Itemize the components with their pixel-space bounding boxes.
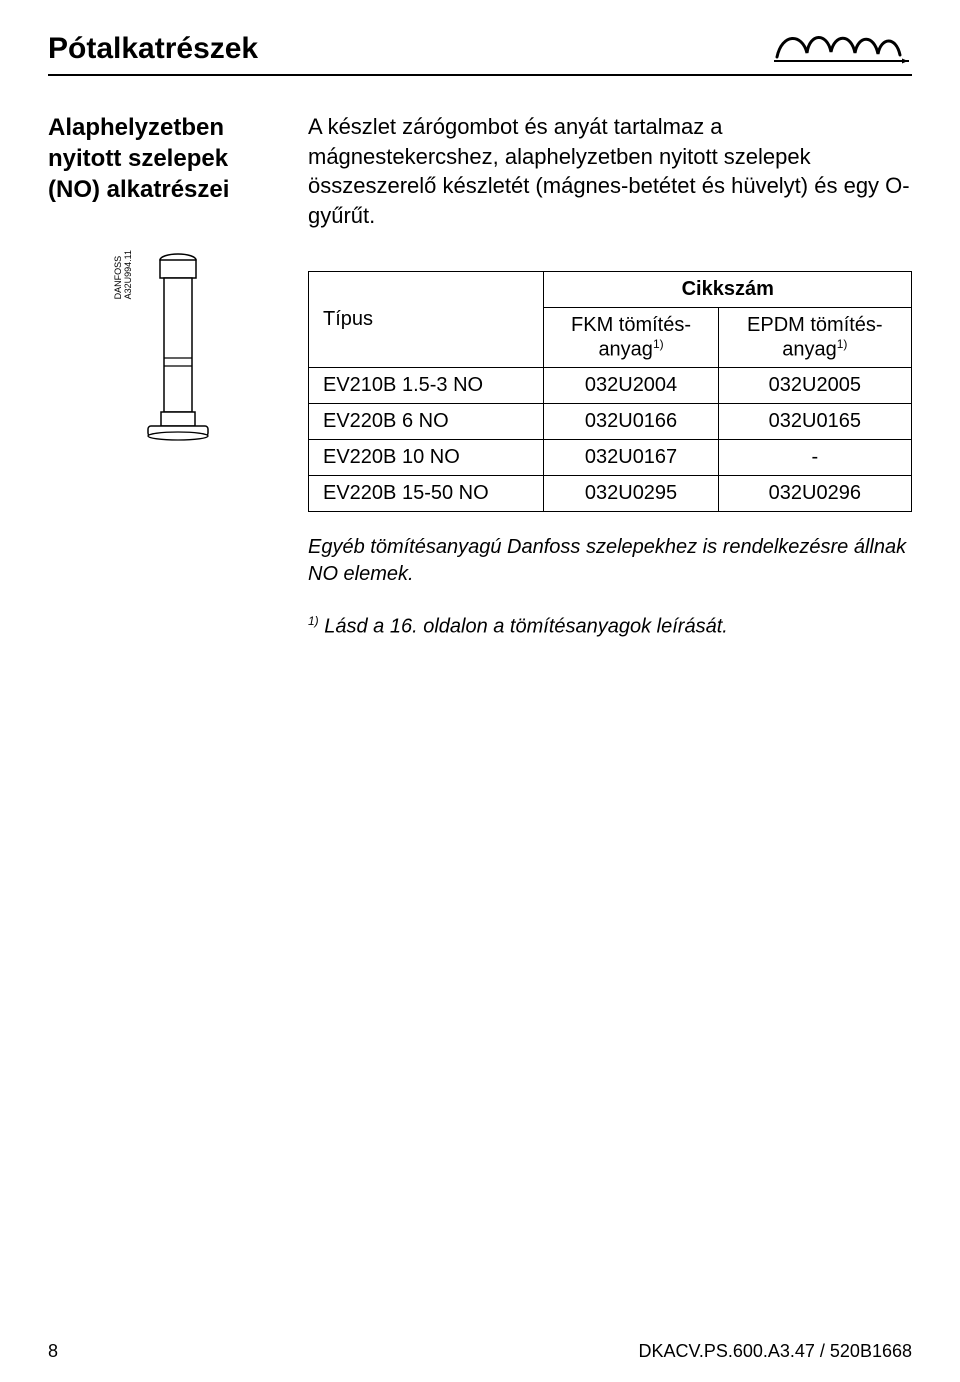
- footer: 8 DKACV.PS.600.A3.47 / 520B1668: [48, 1341, 912, 1362]
- cell-type: EV220B 6 NO: [309, 404, 544, 440]
- cell-type: EV210B 1.5-3 NO: [309, 368, 544, 404]
- figure-caption: DANFOSS A32U994.11: [114, 250, 134, 299]
- intro-paragraph: A készlet zárógombot és anyát tartalmaz …: [308, 112, 912, 231]
- doc-code: DKACV.PS.600.A3.47 / 520B1668: [638, 1341, 912, 1362]
- header: Pótalkatrészek: [48, 28, 912, 72]
- cell-epdm: -: [718, 440, 911, 476]
- table-row: EV220B 15-50 NO 032U0295 032U0296: [309, 476, 912, 512]
- table-head: Típus Cikkszám FKM tömítés- anyag1) EPDM…: [309, 271, 912, 368]
- cell-fkm: 032U0295: [544, 476, 718, 512]
- footnote-sup: 1): [308, 614, 319, 628]
- table-superheader-row: Típus Cikkszám: [309, 271, 912, 307]
- cell-fkm: 032U0166: [544, 404, 718, 440]
- parts-table: Típus Cikkszám FKM tömítés- anyag1) EPDM…: [308, 271, 912, 513]
- table-body: EV210B 1.5-3 NO 032U2004 032U2005 EV220B…: [309, 368, 912, 512]
- col-header-fkm: FKM tömítés- anyag1): [544, 307, 718, 368]
- figure-caption-line2: A32U994.11: [123, 250, 133, 299]
- cell-epdm: 032U0165: [718, 404, 911, 440]
- danfoss-logo: [772, 28, 912, 66]
- cell-epdm: 032U2005: [718, 368, 911, 404]
- col-header-type: Típus: [309, 271, 544, 368]
- cell-fkm: 032U2004: [544, 368, 718, 404]
- cell-epdm: 032U0296: [718, 476, 911, 512]
- armature-figure: [138, 250, 218, 460]
- page-number: 8: [48, 1341, 58, 1362]
- col-header-fkm-l1: FKM tömítés-: [571, 314, 691, 336]
- note-paragraph: Egyéb tömítésanyagú Danfoss szelepekhez …: [308, 534, 912, 588]
- header-divider: [48, 74, 912, 76]
- footnote: 1) Lásd a 16. oldalon a tömítésanyagok l…: [308, 614, 912, 639]
- col-header-group: Cikkszám: [544, 271, 912, 307]
- col-header-fkm-l2: anyag: [598, 338, 653, 360]
- cell-type: EV220B 15-50 NO: [309, 476, 544, 512]
- col-header-epdm-l2: anyag: [782, 338, 837, 360]
- table-row: EV210B 1.5-3 NO 032U2004 032U2005: [309, 368, 912, 404]
- figure-block: DANFOSS A32U994.11: [48, 250, 284, 460]
- footnote-text: Lásd a 16. oldalon a tömítésanyagok leír…: [319, 616, 728, 638]
- section-subtitle: Alaphelyzetben nyitott szelepek (NO) alk…: [48, 112, 284, 206]
- col-header-epdm: EPDM tömítés- anyag1): [718, 307, 911, 368]
- table-row: EV220B 6 NO 032U0166 032U0165: [309, 404, 912, 440]
- col-header-epdm-l1: EPDM tömítés-: [747, 314, 883, 336]
- page-title: Pótalkatrészek: [48, 32, 258, 66]
- left-column: Alaphelyzetben nyitott szelepek (NO) alk…: [48, 112, 308, 639]
- page: Pótalkatrészek Alaphelyzetben nyitott sz…: [0, 0, 960, 1382]
- cell-type: EV220B 10 NO: [309, 440, 544, 476]
- cell-fkm: 032U0167: [544, 440, 718, 476]
- col-header-fkm-sup: 1): [653, 337, 664, 351]
- right-column: A készlet zárógombot és anyát tartalmaz …: [308, 112, 912, 639]
- body: Alaphelyzetben nyitott szelepek (NO) alk…: [48, 112, 912, 639]
- figure-caption-line1: DANFOSS: [113, 255, 123, 299]
- figure-wrap: DANFOSS A32U994.11: [114, 250, 218, 460]
- table-row: EV220B 10 NO 032U0167 -: [309, 440, 912, 476]
- parts-table-wrap: Típus Cikkszám FKM tömítés- anyag1) EPDM…: [308, 271, 912, 513]
- col-header-epdm-sup: 1): [837, 337, 848, 351]
